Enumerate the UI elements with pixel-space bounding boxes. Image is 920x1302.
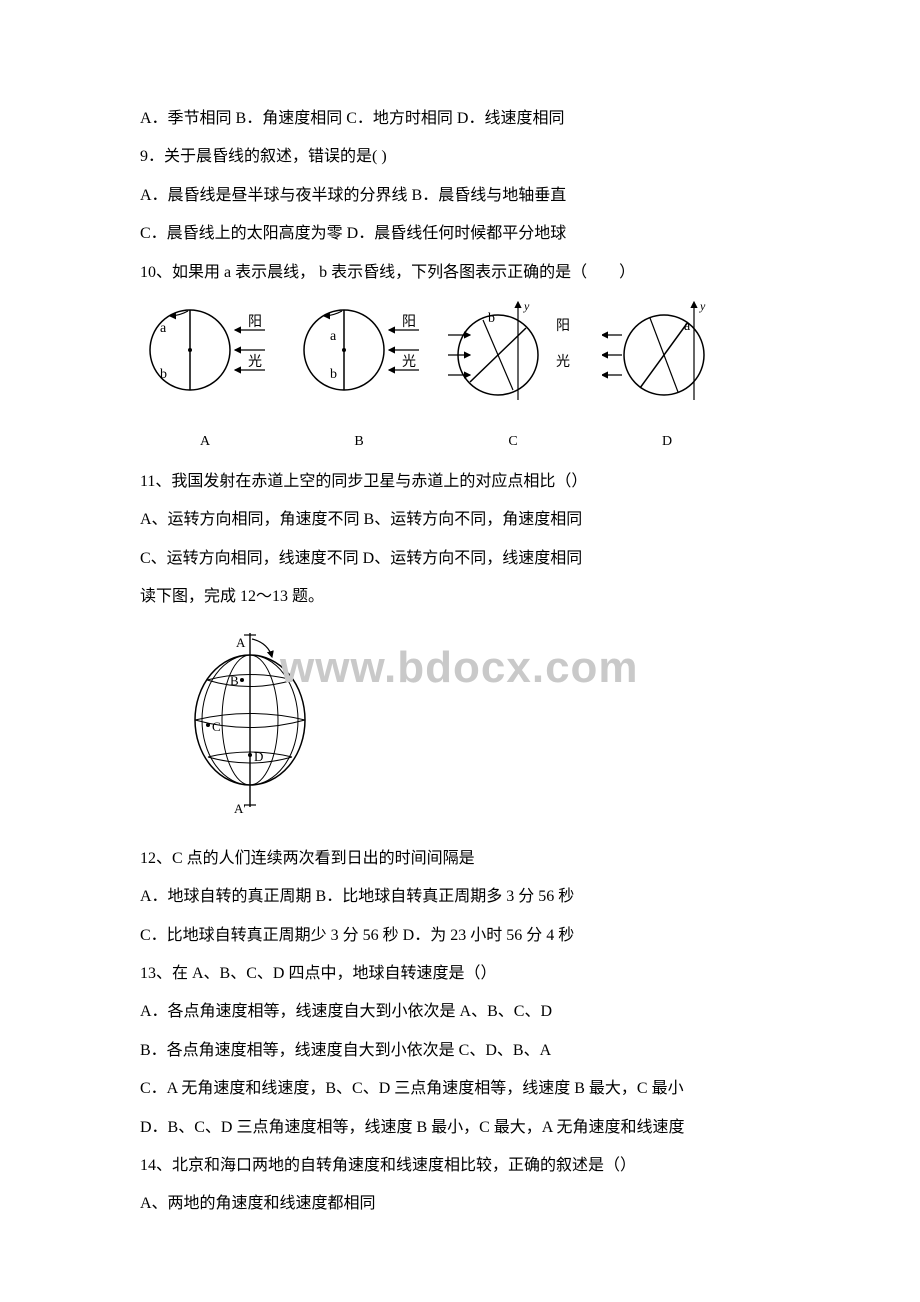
- watermark-text: www.bdocx.com: [280, 615, 639, 721]
- pre-12-13: 读下图，完成 12～13 题。: [140, 578, 780, 616]
- svg-text:a: a: [330, 329, 337, 344]
- q10-label-d: D: [602, 425, 732, 459]
- svg-text:阳: 阳: [402, 314, 416, 330]
- q13-opt-line2: B．各点角速度相等，线速度自大到小依次是 C、D、B、A: [140, 1032, 780, 1070]
- globe-diagram: www.bdocx.com A A' B C D: [180, 625, 780, 830]
- q10-diagram-row: a b 阳 光 A a b 阳 光 B y: [140, 300, 780, 459]
- globe-label-b: B: [230, 673, 239, 688]
- globe-label-a: A: [236, 635, 246, 650]
- q13-opt-line1: A．各点角速度相等，线速度自大到小依次是 A、B、C、D: [140, 993, 780, 1031]
- q10-svg-d: y a: [602, 300, 732, 410]
- q12-stem: 12、C 点的人们连续两次看到日出的时间间隔是: [140, 840, 780, 878]
- globe-label-c: C: [212, 719, 221, 734]
- svg-text:阳: 阳: [556, 318, 570, 334]
- q10-label-c: C: [448, 425, 578, 459]
- svg-text:y: y: [523, 300, 530, 313]
- q14-stem: 14、北京和海口两地的自转角速度和线速度相比较，正确的叙述是（）: [140, 1147, 780, 1185]
- q12-opt-line2: C．比地球自转真正周期少 3 分 56 秒 D．为 23 小时 56 分 4 秒: [140, 917, 780, 955]
- q9-opt-line2: C．晨昏线上的太阳高度为零 D．晨昏线任何时候都平分地球: [140, 215, 780, 253]
- q10-label-a: A: [140, 425, 270, 459]
- svg-text:a: a: [684, 319, 691, 334]
- svg-text:b: b: [160, 367, 167, 382]
- q10-svg-c: y b 阳 光: [448, 300, 578, 410]
- svg-text:y: y: [699, 300, 706, 313]
- q9-opt-line1: A．晨昏线是昼半球与夜半球的分界线 B．晨昏线与地轴垂直: [140, 177, 780, 215]
- svg-text:光: 光: [556, 354, 570, 370]
- q10-stem: 10、如果用 a 表示晨线， b 表示昏线，下列各图表示正确的是（ ）: [140, 254, 780, 292]
- q10-label-b: B: [294, 425, 424, 459]
- svg-text:a: a: [160, 321, 167, 336]
- sun-label: 阳: [248, 314, 262, 330]
- q13-opt-line4: D．B、C、D 三点角速度相等，线速度 B 最小，C 最大，A 无角速度和线速度: [140, 1109, 780, 1147]
- globe-svg: A A' B C D: [180, 625, 320, 815]
- globe-label-a2: A': [234, 801, 246, 815]
- svg-text:b: b: [330, 367, 337, 382]
- svg-text:b: b: [488, 311, 495, 326]
- q10-panel-c: y b 阳 光 C: [448, 300, 578, 459]
- q14-opt-line1: A、两地的角速度和线速度都相同: [140, 1185, 780, 1223]
- q13-stem: 13、在 A、B、C、D 四点中，地球自转速度是（）: [140, 955, 780, 993]
- q11-opt-line2: C、运转方向相同，线速度不同 D、运转方向不同，线速度相同: [140, 540, 780, 578]
- q12-opt-line1: A．地球自转的真正周期 B．比地球自转真正周期多 3 分 56 秒: [140, 878, 780, 916]
- q10-panel-b: a b 阳 光 B: [294, 300, 424, 459]
- q10-panel-d: y a D: [602, 300, 732, 459]
- q10-svg-a: a b 阳 光: [140, 300, 270, 410]
- svg-text:光: 光: [402, 354, 416, 370]
- q13-opt-line3: C．A 无角速度和线速度，B、C、D 三点角速度相等，线速度 B 最大，C 最小: [140, 1070, 780, 1108]
- q9-stem: 9．关于晨昏线的叙述，错误的是( ): [140, 138, 780, 176]
- q11-opt-line1: A、运转方向相同，角速度不同 B、运转方向不同，角速度相同: [140, 501, 780, 539]
- globe-label-d: D: [254, 749, 263, 764]
- light-label: 光: [248, 354, 262, 370]
- q10-panel-a: a b 阳 光 A: [140, 300, 270, 459]
- q8-choices: A．季节相同 B．角速度相同 C．地方时相同 D．线速度相同: [140, 100, 780, 138]
- q10-svg-b: a b 阳 光: [294, 300, 424, 410]
- q11-stem: 11、我国发射在赤道上空的同步卫星与赤道上的对应点相比（）: [140, 463, 780, 501]
